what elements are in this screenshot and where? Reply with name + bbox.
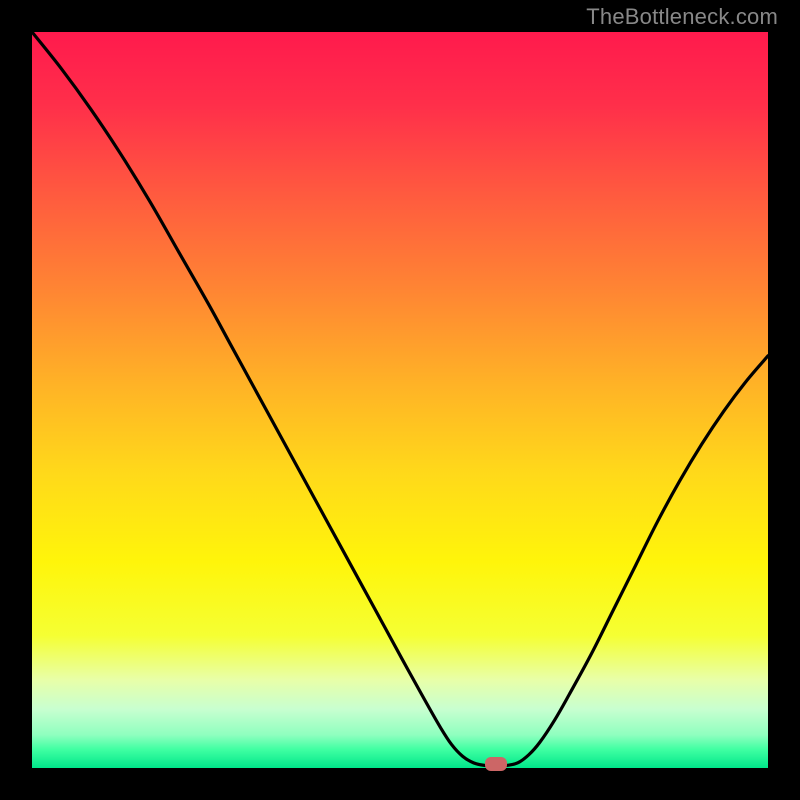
bottleneck-curve bbox=[32, 32, 768, 768]
chart-frame: TheBottleneck.com bbox=[0, 0, 800, 800]
plot-area bbox=[32, 32, 768, 768]
watermark-text: TheBottleneck.com bbox=[586, 4, 778, 30]
optimum-marker bbox=[485, 757, 507, 771]
